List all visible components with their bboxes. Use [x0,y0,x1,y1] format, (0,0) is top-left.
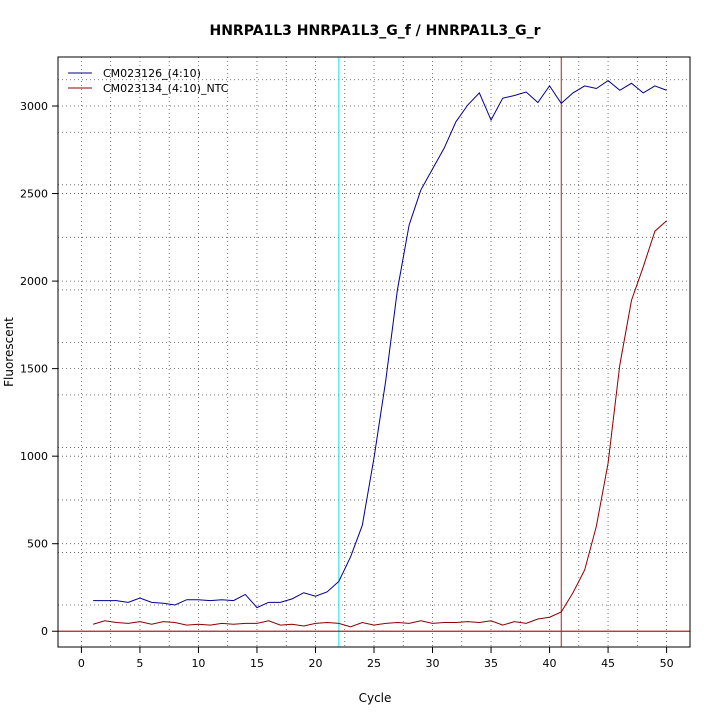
x-tick-label: 10 [191,657,205,670]
y-tick-label: 500 [27,538,48,551]
y-tick-label: 0 [41,625,48,638]
x-tick-label: 30 [426,657,440,670]
x-axis: 0 5 10 15 20 25 30 35 40 45 50 [78,647,674,670]
y-tick-label: 2000 [20,275,48,288]
series-line-2 [92,220,667,628]
y-tick-label: 3000 [20,100,48,113]
y-tick-label: 1500 [20,363,48,376]
grid-lines [58,57,690,647]
x-tick-label: 40 [543,657,557,670]
chart-title: HNRPA1L3 HNRPA1L3_G_f / HNRPA1L3_G_r [210,23,541,39]
legend-label: CM023134_(4:10)_NTC [103,82,229,95]
cycle-markers [338,57,562,647]
x-axis-label: Cycle [359,691,392,705]
series-line-1 [93,80,667,609]
x-tick-label: 25 [367,657,381,670]
legend-label: CM023126_(4:10) [103,67,201,80]
x-tick-label: 5 [136,657,143,670]
x-tick-label: 35 [484,657,498,670]
y-tick-label: 1000 [20,450,48,463]
y-axis-label: Fluorescent [2,317,16,387]
x-tick-label: 15 [250,657,264,670]
x-tick-label: 45 [601,657,615,670]
series-lines [92,80,667,628]
x-tick-label: 20 [308,657,322,670]
y-axis: 0 500 1000 1500 2000 2500 3000 [20,100,58,638]
x-tick-label: 0 [78,657,85,670]
y-tick-label: 2500 [20,188,48,201]
legend: CM023126_(4:10) CM023134_(4:10)_NTC [68,67,229,95]
x-tick-label: 50 [660,657,674,670]
